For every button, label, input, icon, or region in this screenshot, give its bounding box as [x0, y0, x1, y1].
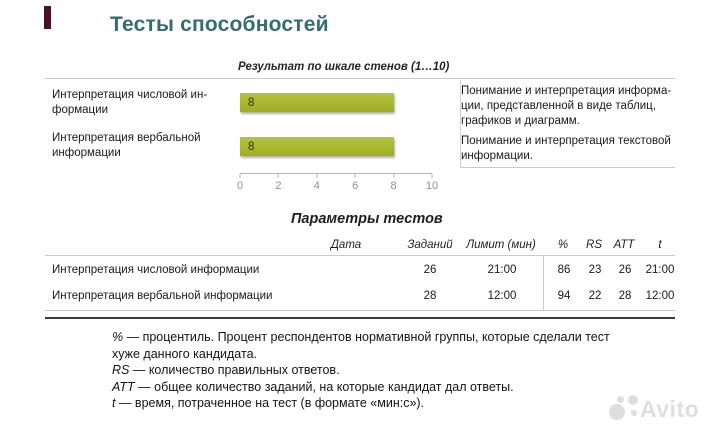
bar-track: 8 [240, 93, 432, 112]
avito-logo-circle [609, 404, 625, 420]
axis-tick-label: 0 [236, 180, 244, 192]
score-bar: 8 [240, 93, 394, 112]
footer-divider [45, 317, 675, 319]
axis-tick [277, 174, 279, 178]
col-header-percentile: % [557, 239, 569, 251]
legend-term: % [112, 330, 124, 344]
axis-tick [354, 174, 356, 178]
axis-tick-label: 2 [275, 180, 282, 192]
table-row-name: Интерпретация вербальной информации [52, 290, 273, 302]
legend-item: ATT — общее количество заданий, на котор… [112, 379, 677, 396]
legend-item: RS — количество правильных ответов. [112, 362, 677, 379]
score-bar: 8 [240, 137, 394, 156]
bar-track: 8 [240, 137, 432, 156]
divider-right-column [460, 167, 675, 168]
accent-bar [44, 6, 51, 29]
axis-tick-label: 8 [390, 180, 397, 192]
axis-tick-label: 4 [313, 180, 320, 192]
legend-text: — общее количество заданий, на которые к… [134, 379, 514, 394]
col-header-att: ATT [613, 239, 635, 251]
avito-logo-circle [631, 410, 637, 416]
legend-item: % — процентиль. Процент респондентов нор… [112, 329, 677, 362]
table-row-name: Интерпретация числовой информации [52, 264, 260, 276]
col-header-time: t [658, 239, 662, 251]
table-column-divider [543, 255, 544, 310]
legend-text: — время, потраченное на тест (в формате … [115, 396, 425, 411]
chart-row-description: Понимание и интерпретация текстовой инфо… [461, 135, 671, 162]
col-header-rs: RS [586, 239, 602, 251]
legend-term: ATT [112, 379, 135, 394]
avito-logo-circle [617, 396, 624, 403]
cell-rs: 23 [588, 264, 602, 276]
column-divider [460, 80, 461, 167]
cell-rs: 22 [588, 290, 602, 302]
chart-row-description: Понимание и интерпретация информа- ции, … [461, 85, 672, 127]
cell-time: 12:00 [645, 290, 675, 302]
cell-time: 21:00 [645, 264, 675, 276]
cell-limit: 21:00 [487, 264, 517, 276]
cell-att: 28 [618, 290, 632, 302]
legend-term: RS [112, 363, 130, 378]
col-header-limit: Лимит (мин) [466, 239, 536, 251]
axis-tick [239, 174, 241, 178]
avito-watermark: Avito [640, 396, 700, 422]
legend-item: t — время, потраченное на тест (в формат… [112, 395, 677, 412]
axis-tick-label: 6 [352, 180, 359, 192]
table-bottom-border [45, 310, 675, 311]
bar-value-label: 8 [248, 96, 255, 109]
legend-text: — количество правильных ответов. [129, 363, 340, 378]
cell-tasks: 26 [423, 264, 437, 276]
chart-row-label: Интерпретация числовой ин- формации [52, 89, 208, 116]
divider-top [45, 78, 675, 79]
cell-percentile: 94 [557, 290, 571, 302]
legend-text: — процентиль. Процент респондентов норма… [112, 330, 610, 361]
scale-caption: Результат по шкале стенов (1…10) [238, 61, 450, 73]
cell-att: 26 [618, 264, 632, 276]
col-header-date: Дата [330, 239, 362, 251]
legend: % — процентиль. Процент респондентов нор… [112, 329, 677, 412]
chart-row-label: Интерпретация вербальной информации [52, 132, 201, 159]
avito-logo-circle [628, 395, 638, 405]
axis-tick-label: 10 [425, 180, 439, 192]
x-axis: 0 2 4 6 8 10 [236, 173, 438, 196]
table-top-border [45, 255, 675, 256]
axis-tick [316, 174, 318, 178]
bar-value-label: 8 [248, 140, 255, 153]
cell-percentile: 86 [557, 264, 571, 276]
axis-tick [431, 174, 433, 178]
table-title: Параметры тестов [291, 211, 443, 227]
page-title: Тесты способностей [110, 13, 329, 36]
cell-tasks: 28 [423, 290, 437, 302]
legend-term: t [112, 396, 116, 411]
axis-tick [393, 174, 395, 178]
col-header-tasks: Заданий [407, 239, 453, 251]
cell-limit: 12:00 [487, 290, 517, 302]
